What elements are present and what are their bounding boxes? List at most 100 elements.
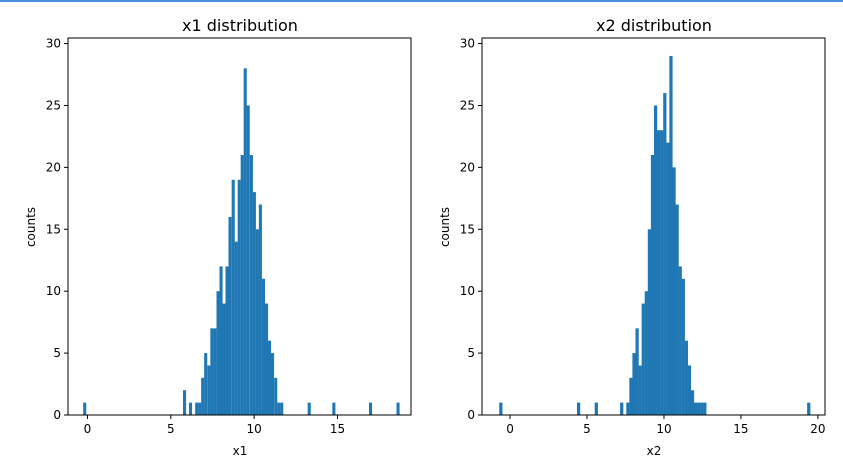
x2-bar-3: [620, 402, 624, 415]
x2-bar-29: [703, 402, 707, 415]
x1-bar-32: [307, 402, 311, 415]
x2-bar-30: [807, 402, 811, 415]
top-accent-line: [0, 0, 843, 2]
x2-bar-28: [700, 402, 704, 415]
x2-bar-8: [638, 365, 642, 415]
x2-ytick-label: 10: [460, 284, 475, 298]
x1-bar-35: [396, 402, 400, 415]
x1-histogram-panel: x1 distribution x1 counts 0 5 10 15 0 5 10 15 20…: [24, 16, 412, 458]
x1-bar-0: [83, 402, 87, 415]
x2-bar-6: [632, 353, 636, 415]
x2-counts-axis-label: counts: [438, 207, 452, 247]
x1-bar-7: [207, 365, 211, 415]
x2-ytick-label: 15: [460, 222, 475, 236]
x1-bar-19: [243, 68, 247, 415]
x1-bar-15: [231, 179, 235, 415]
x1-bar-4: [198, 402, 202, 415]
x1-ytick-label: 5: [53, 346, 61, 360]
x1-bar-18: [240, 155, 244, 415]
x2-histogram-panel: x2 distribution x2 counts 0 5 10 15 20 0 5 10 15…: [438, 16, 826, 458]
x1-bar-12: [222, 303, 226, 415]
x1-bar-23: [255, 229, 259, 415]
x2-plot-frame: [481, 37, 826, 416]
x2-bar-22: [681, 278, 685, 415]
x2-ytick-label: 20: [460, 160, 475, 174]
x1-counts-axis-label: counts: [24, 207, 38, 247]
x2-bar-17: [666, 142, 670, 415]
x1-bar-21: [249, 155, 253, 415]
x1-bar-33: [332, 402, 336, 415]
x1-bars: [83, 68, 400, 415]
x1-xtick-label: 5: [167, 422, 175, 436]
x2-bars: [499, 55, 811, 415]
x2-bar-1: [576, 402, 581, 415]
x2-bar-12: [650, 155, 655, 415]
x2-bar-18: [669, 55, 673, 415]
x1-bar-1: [183, 390, 187, 415]
x2-bar-10: [644, 291, 648, 415]
x1-ytick-label: 10: [46, 284, 61, 298]
x2-bar-14: [657, 130, 661, 415]
x1-bar-5: [201, 377, 205, 415]
x1-bar-28: [271, 353, 275, 415]
x2-bar-9: [641, 303, 645, 415]
x2-xtick-label: 15: [733, 422, 748, 436]
x1-bar-24: [258, 204, 262, 415]
x1-bar-25: [262, 278, 266, 415]
x2-bar-20: [675, 204, 679, 415]
x1-ytick-label: 30: [46, 37, 61, 51]
x2-chart-title: x2 distribution: [596, 16, 712, 35]
x1-xtick-label: 15: [330, 422, 345, 436]
x2-bar-15: [660, 130, 664, 415]
x1-bar-34: [369, 402, 373, 415]
x1-bar-14: [228, 216, 232, 415]
x2-bar-5: [629, 377, 633, 415]
x1-bar-10: [216, 291, 220, 415]
x1-bar-31: [280, 402, 284, 415]
x1-bar-16: [234, 241, 238, 415]
x1-axis-label: x1: [233, 444, 248, 458]
x1-bar-13: [225, 266, 229, 415]
x1-bar-11: [219, 266, 223, 415]
x1-ticks: 0 5 10 15 0 5 10 15 20 25 30: [46, 37, 345, 436]
x2-ytick-label: 0: [467, 408, 475, 422]
x1-bar-30: [277, 402, 281, 415]
x1-chart-title: x1 distribution: [182, 16, 298, 35]
x1-bar-9: [213, 328, 217, 415]
x2-ytick-label: 25: [460, 98, 475, 112]
x2-bar-4: [626, 402, 630, 415]
x2-bar-26: [693, 402, 698, 415]
x1-bar-2: [189, 402, 193, 415]
x2-bar-27: [697, 402, 701, 415]
x2-xtick-label: 5: [583, 422, 591, 436]
x1-ytick-label: 20: [46, 160, 61, 174]
x1-bar-17: [237, 179, 241, 415]
x2-bar-25: [690, 390, 695, 415]
x1-bar-6: [204, 353, 208, 415]
x1-bar-8: [210, 328, 214, 415]
x2-bar-11: [647, 229, 652, 415]
x2-xtick-label: 20: [810, 422, 825, 436]
x1-bar-26: [265, 303, 269, 415]
x2-bar-13: [653, 105, 658, 415]
x2-bar-7: [635, 328, 639, 415]
x1-ytick-label: 15: [46, 222, 61, 236]
x2-ytick-label: 5: [467, 346, 475, 360]
x1-bar-20: [246, 105, 250, 415]
x1-bar-3: [195, 402, 199, 415]
x2-bar-19: [672, 167, 676, 415]
x2-bar-16: [663, 93, 667, 415]
x1-plot-frame: [67, 37, 412, 416]
x2-ticks: 0 5 10 15 20 0 5 10 15 20 25 30: [460, 37, 826, 436]
x2-axis-label: x2: [647, 444, 662, 458]
x1-xtick-label: 0: [84, 422, 92, 436]
x1-bar-27: [268, 340, 272, 415]
x1-xtick-label: 10: [247, 422, 262, 436]
x2-xtick-label: 10: [656, 422, 671, 436]
x2-xtick-label: 0: [506, 422, 514, 436]
x2-bar-21: [678, 266, 682, 415]
x1-bar-22: [252, 192, 256, 415]
x2-bar-23: [684, 340, 688, 415]
x2-bar-2: [594, 402, 598, 415]
